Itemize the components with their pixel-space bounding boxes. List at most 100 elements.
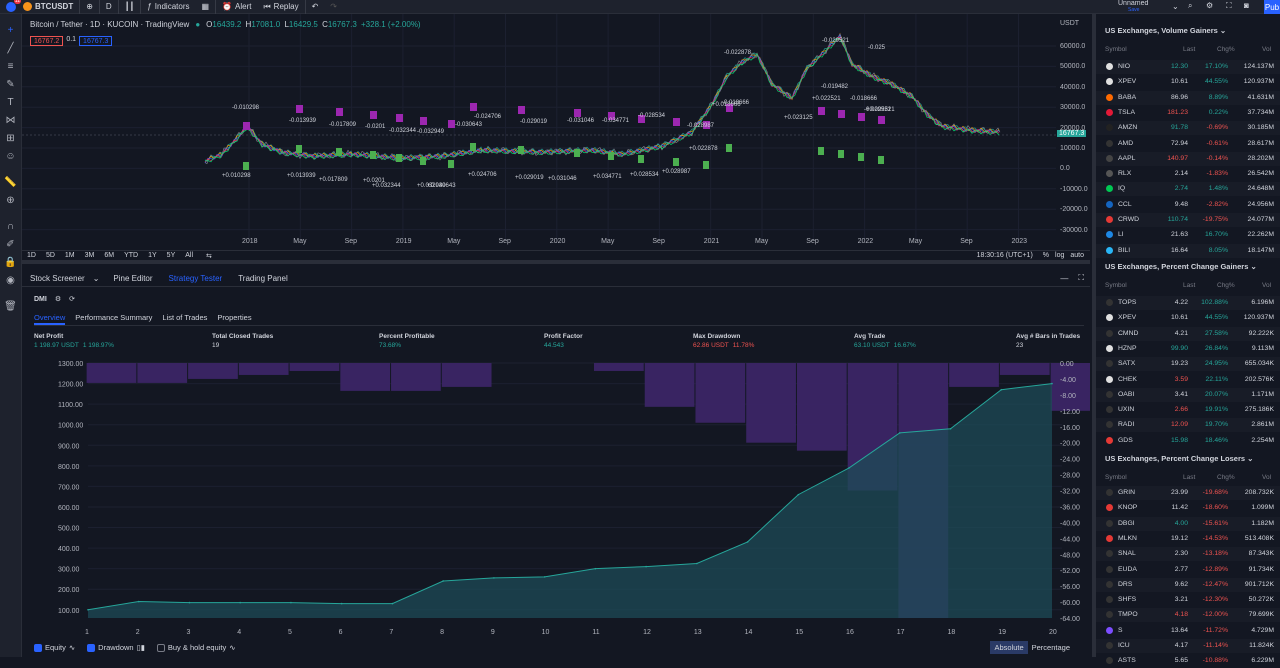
sell-marker[interactable] — [336, 108, 343, 116]
strategy-name[interactable]: DMI — [34, 295, 47, 303]
equity-point[interactable] — [239, 601, 242, 604]
watchlist-row[interactable]: DBGI 4.00 -15.61% 1.182M — [1096, 516, 1280, 531]
gear-icon[interactable]: ⚙ — [1206, 1, 1214, 10]
publish-button[interactable]: Pub — [1264, 0, 1280, 14]
watchlist-row[interactable]: UXIN 2.66 19.91% 275.186K — [1096, 403, 1280, 417]
period-button[interactable]: YTD — [124, 252, 139, 259]
watchlist-row[interactable]: XPEV 10.61 44.55% 120.937M — [1096, 75, 1280, 89]
equity-point[interactable] — [898, 432, 901, 434]
equity-point[interactable] — [1000, 388, 1003, 391]
col-last[interactable]: Last — [1183, 474, 1196, 481]
equity-point[interactable] — [340, 602, 343, 605]
drawdown-bar[interactable] — [1050, 363, 1090, 411]
drawdown-bar[interactable] — [695, 363, 746, 423]
equity-point[interactable] — [1051, 382, 1053, 385]
watchlist-row[interactable]: CMND 4.21 27.58% 92.222K — [1096, 326, 1280, 341]
sell-marker[interactable] — [296, 105, 303, 113]
equity-chart[interactable]: 1300.001200.001100.001000.00900.00800.00… — [22, 356, 1090, 636]
compare-button[interactable]: ⊕ — [79, 0, 99, 14]
buy-marker[interactable] — [448, 160, 454, 168]
sell-marker[interactable] — [673, 118, 680, 126]
absolute-toggle[interactable]: Absolute — [990, 641, 1028, 654]
period-button[interactable]: 6M — [104, 252, 115, 259]
indicators-button[interactable]: ƒ Indicators — [140, 0, 195, 14]
watchlist-row[interactable]: AAPL 140.97 -0.14% 28.202M — [1096, 151, 1280, 166]
interval-button[interactable]: D — [98, 0, 118, 14]
watchlist-row[interactable]: OABI 3.41 20.07% 1.171M — [1096, 387, 1280, 402]
watchlist-row[interactable]: BABA 86.96 8.89% 41.631M — [1096, 90, 1280, 105]
chart-type-button[interactable]: ┃┃ — [117, 0, 141, 14]
buy-marker[interactable] — [370, 151, 376, 159]
drawdown-bar[interactable] — [796, 363, 847, 451]
watchlist-row[interactable]: MLKN 19.12 -14.53% 513.408K — [1096, 532, 1280, 546]
col-vol[interactable]: Vol — [1262, 282, 1272, 289]
buy-price-button[interactable]: 16767.3 — [79, 36, 113, 46]
equity-point[interactable] — [543, 576, 546, 578]
period-button[interactable]: 3M — [84, 252, 95, 259]
buy-marker[interactable] — [420, 157, 426, 165]
goto-date-icon[interactable]: ⇆ — [206, 252, 212, 260]
period-button[interactable]: 1M — [64, 252, 75, 259]
watchlist-row[interactable]: DRS 9.62 -12.47% 901.712K — [1096, 577, 1280, 592]
zoom-icon[interactable]: ⊕ — [6, 195, 15, 206]
maximize-icon[interactable]: ⛶ — [1078, 273, 1084, 282]
watchlist-row[interactable]: SNAL 2.30 -13.18% 87.343K — [1096, 547, 1280, 562]
watchlist-row[interactable]: ICU 4.17 -11.14% 11.824K — [1096, 639, 1280, 653]
watchlist-title-volume[interactable]: US Exchanges, Volume Gainers ⌄ — [1105, 26, 1227, 35]
period-button[interactable]: 1D — [27, 252, 36, 259]
buy-marker[interactable] — [243, 162, 249, 170]
drawdown-bar[interactable] — [289, 363, 340, 371]
redo-button[interactable]: ↷ — [324, 0, 343, 14]
equity-point[interactable] — [290, 601, 292, 604]
equity-point[interactable] — [797, 493, 800, 496]
prediction-icon[interactable]: ⊞ — [6, 133, 15, 144]
drawdown-bar[interactable] — [949, 363, 999, 387]
layout-name-button[interactable]: Unnamed Save — [1118, 0, 1148, 14]
buy-marker[interactable] — [878, 156, 884, 164]
drawdown-bar[interactable] — [391, 363, 441, 391]
sell-marker[interactable] — [574, 109, 581, 117]
buy-marker[interactable] — [296, 145, 302, 153]
sell-marker[interactable] — [370, 111, 377, 119]
buy-marker[interactable] — [703, 161, 709, 169]
col-symbol[interactable]: Symbol — [1105, 474, 1127, 481]
watchlist-row[interactable]: NIO 12.30 17.10% 124.137M — [1096, 60, 1280, 74]
drawdown-bar[interactable] — [137, 363, 188, 383]
watchlist-row[interactable]: SHFS 3.21 -12.30% 50.272K — [1096, 593, 1280, 607]
drawdown-bar[interactable] — [340, 363, 391, 391]
watchlist-row[interactable]: RLX 2.14 -1.83% 26.542M — [1096, 167, 1280, 181]
equity-point[interactable] — [645, 565, 647, 568]
sell-price-button[interactable]: 16767.2 — [30, 36, 64, 46]
equity-checkbox[interactable]: Equity ∿ — [34, 643, 75, 652]
tab-list-of-trades[interactable]: List of Trades — [162, 313, 208, 322]
watchlist-row[interactable]: KNOP 11.42 -18.60% 1.099M — [1096, 501, 1280, 515]
watchlist-row[interactable]: CHEK 3.59 22.11% 202.576K — [1096, 373, 1280, 387]
sell-marker[interactable] — [878, 116, 885, 124]
symbol-search[interactable]: 11 BTCUSDT — [0, 0, 79, 14]
col-last[interactable]: Last — [1183, 282, 1196, 289]
equity-point[interactable] — [87, 608, 89, 611]
price-chart[interactable]: -0.010298 -0.013939 -0.017809 -0.0201 -0.032… — [22, 14, 1090, 262]
buy-hold-checkbox[interactable]: Buy & hold equity ∿ — [156, 643, 236, 652]
tab-strategy-tester[interactable]: Strategy Tester — [168, 273, 223, 283]
tab-overview[interactable]: Overview — [34, 313, 66, 325]
brush-icon[interactable]: ✎ — [6, 79, 15, 90]
period-button[interactable]: 5D — [45, 252, 55, 259]
fullscreen-icon[interactable]: ⛶ — [1226, 1, 1232, 10]
buy-marker[interactable] — [518, 146, 524, 154]
camera-icon[interactable]: ◙ — [1244, 1, 1249, 10]
drawdown-bar[interactable] — [441, 363, 492, 387]
watchlist-row[interactable]: EUDA 2.77 -12.89% 91.734K — [1096, 563, 1280, 577]
sell-marker[interactable] — [243, 122, 250, 130]
watchlist-title-losers[interactable]: US Exchanges, Percent Change Losers ⌄ — [1105, 454, 1254, 463]
chevron-down-icon[interactable]: ⌄ — [1172, 2, 1179, 11]
magnet-icon[interactable]: ∩ — [6, 221, 15, 232]
equity-point[interactable] — [442, 580, 444, 582]
watchlist-row[interactable]: TMPO 4.18 -12.00% 79.699K — [1096, 608, 1280, 623]
period-button[interactable]: 5Y — [166, 252, 176, 259]
col-chg[interactable]: Chg% — [1217, 474, 1235, 481]
buy-marker[interactable] — [858, 153, 864, 161]
percentage-toggle[interactable]: Percentage — [1031, 643, 1070, 652]
col-vol[interactable]: Vol — [1262, 46, 1272, 53]
drawdown-bar[interactable] — [238, 363, 289, 375]
